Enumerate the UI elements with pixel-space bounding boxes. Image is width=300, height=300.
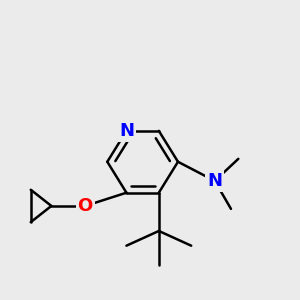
Text: N: N [119, 122, 134, 140]
Text: O: O [78, 197, 93, 215]
Text: N: N [207, 172, 222, 190]
